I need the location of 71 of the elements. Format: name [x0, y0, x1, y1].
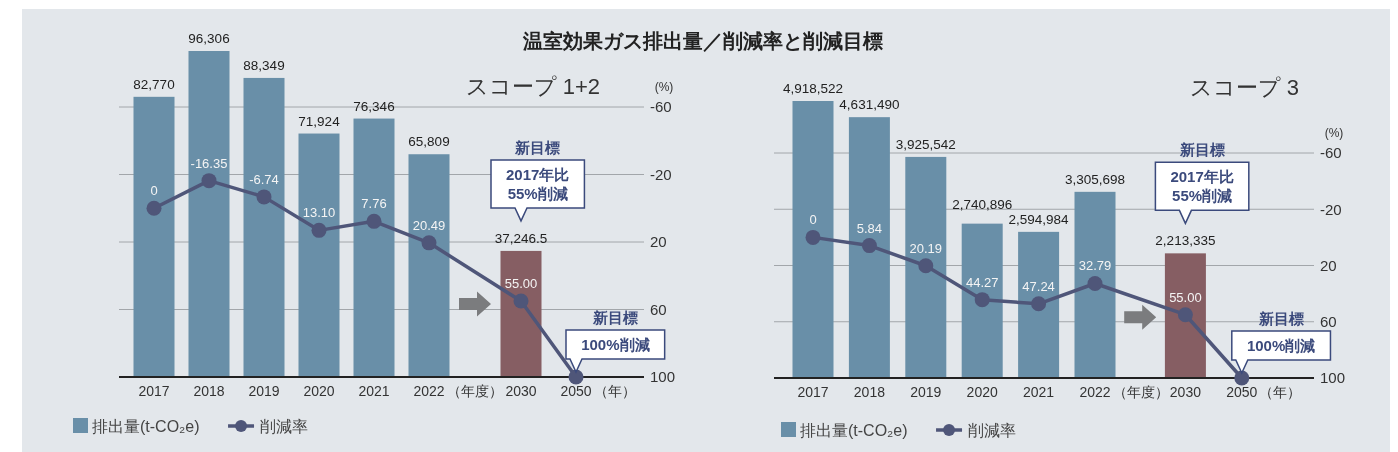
text: スコープ 1+2: [465, 74, 600, 99]
y2-tick-label: -60: [650, 98, 672, 116]
x-tick-label: 2017: [138, 383, 170, 399]
x-tick-label: 2019: [248, 383, 280, 399]
data-label: 47.24: [1022, 278, 1055, 294]
y2-axis-title: (%): [654, 80, 674, 94]
data-label: -6.74: [249, 171, 279, 187]
data-label: 88,349: [243, 57, 285, 73]
data-label: 2,213,335: [1155, 233, 1216, 249]
annotation: 新目標 100%削減: [1246, 310, 1316, 354]
x-tick-label: 2017: [797, 384, 829, 400]
data-label: 71,924: [298, 113, 341, 129]
legend-label: 削減率: [968, 421, 1017, 439]
data-label: 76,346: [353, 98, 395, 114]
data-label: 5.84: [856, 220, 883, 236]
x-tick-label: 2022: [413, 383, 445, 399]
data-label: 96,306: [188, 31, 230, 46]
y2-tick-label: -20: [1320, 200, 1342, 218]
data-label: 20.19: [909, 240, 943, 256]
data-label: 13.10: [302, 205, 336, 221]
x-tick-label: 2022: [1079, 384, 1111, 400]
data-label: 0: [809, 212, 817, 228]
y2-tick-label: 60: [1320, 313, 1337, 330]
x-tick-label: 2030: [505, 383, 537, 399]
x-tick-label: 2019: [910, 384, 942, 400]
x-tick-label: 2050: [560, 383, 592, 399]
data-label: 32.79: [1078, 258, 1112, 274]
data-label: -16.35: [190, 155, 228, 171]
data-label: 37,246.5: [494, 230, 548, 246]
x-tick-label: 2021: [1023, 384, 1055, 400]
x-tick-label: 2020: [966, 384, 998, 400]
data-label: 55.00: [1169, 289, 1202, 305]
data-label: 55.00: [504, 276, 538, 292]
legend-label: 排出量(t-CO₂e): [800, 421, 908, 439]
data-label: 4,631,490: [839, 97, 900, 113]
y2-tick-label: 100: [650, 368, 676, 386]
chart-subtitle: スコープ 3: [1189, 75, 1299, 100]
y2-axis-title: (%): [1324, 126, 1344, 140]
y2-tick-label: 60: [650, 300, 667, 318]
text: 温室効果ガス排出量／削減率と削減目標: [522, 30, 883, 52]
data-label: 2,594,984: [1008, 211, 1070, 227]
text: （年）: [1259, 384, 1302, 400]
data-label: 0: [150, 183, 158, 199]
data-label: 3,925,542: [895, 136, 956, 152]
y2-tick-label: 20: [650, 233, 667, 251]
annotation: 新目標 100%削減: [581, 309, 650, 353]
legend-label: 排出量(t-CO₂e): [92, 417, 200, 435]
x-tick-label: 2050: [1226, 384, 1258, 400]
data-label: 82,770: [133, 76, 175, 92]
text: （年）: [593, 383, 636, 399]
data-label: 4,918,522: [782, 81, 844, 96]
y2-tick-label: -60: [1320, 144, 1342, 162]
data-label: 65,809: [408, 134, 450, 150]
x-tick-label: 2018: [193, 383, 225, 399]
x-tick-label: 2020: [303, 383, 335, 399]
data-label: 7.76: [361, 196, 387, 212]
x-tick-label: 2018: [853, 384, 886, 400]
data-label: 20.49: [412, 217, 446, 233]
y2-tick-label: -20: [650, 165, 672, 183]
annotation: 新目標 2017年比 55%削減: [506, 138, 570, 202]
annotation: 新目標 2017年比 55%削減: [1170, 141, 1234, 205]
data-label: 44.27: [965, 274, 999, 290]
x-tick-label: 2021: [358, 383, 390, 399]
y2-tick-label: 20: [1320, 256, 1337, 274]
x-tick-label: 2030: [1169, 384, 1202, 400]
data-label: 3,305,698: [1064, 171, 1126, 187]
y2-tick-label: 100: [1320, 369, 1346, 387]
text: （年度）: [1112, 384, 1169, 400]
legend-label: 削減率: [260, 417, 309, 435]
text: （年度）: [446, 383, 503, 399]
data-label: 2,740,896: [952, 196, 1013, 212]
